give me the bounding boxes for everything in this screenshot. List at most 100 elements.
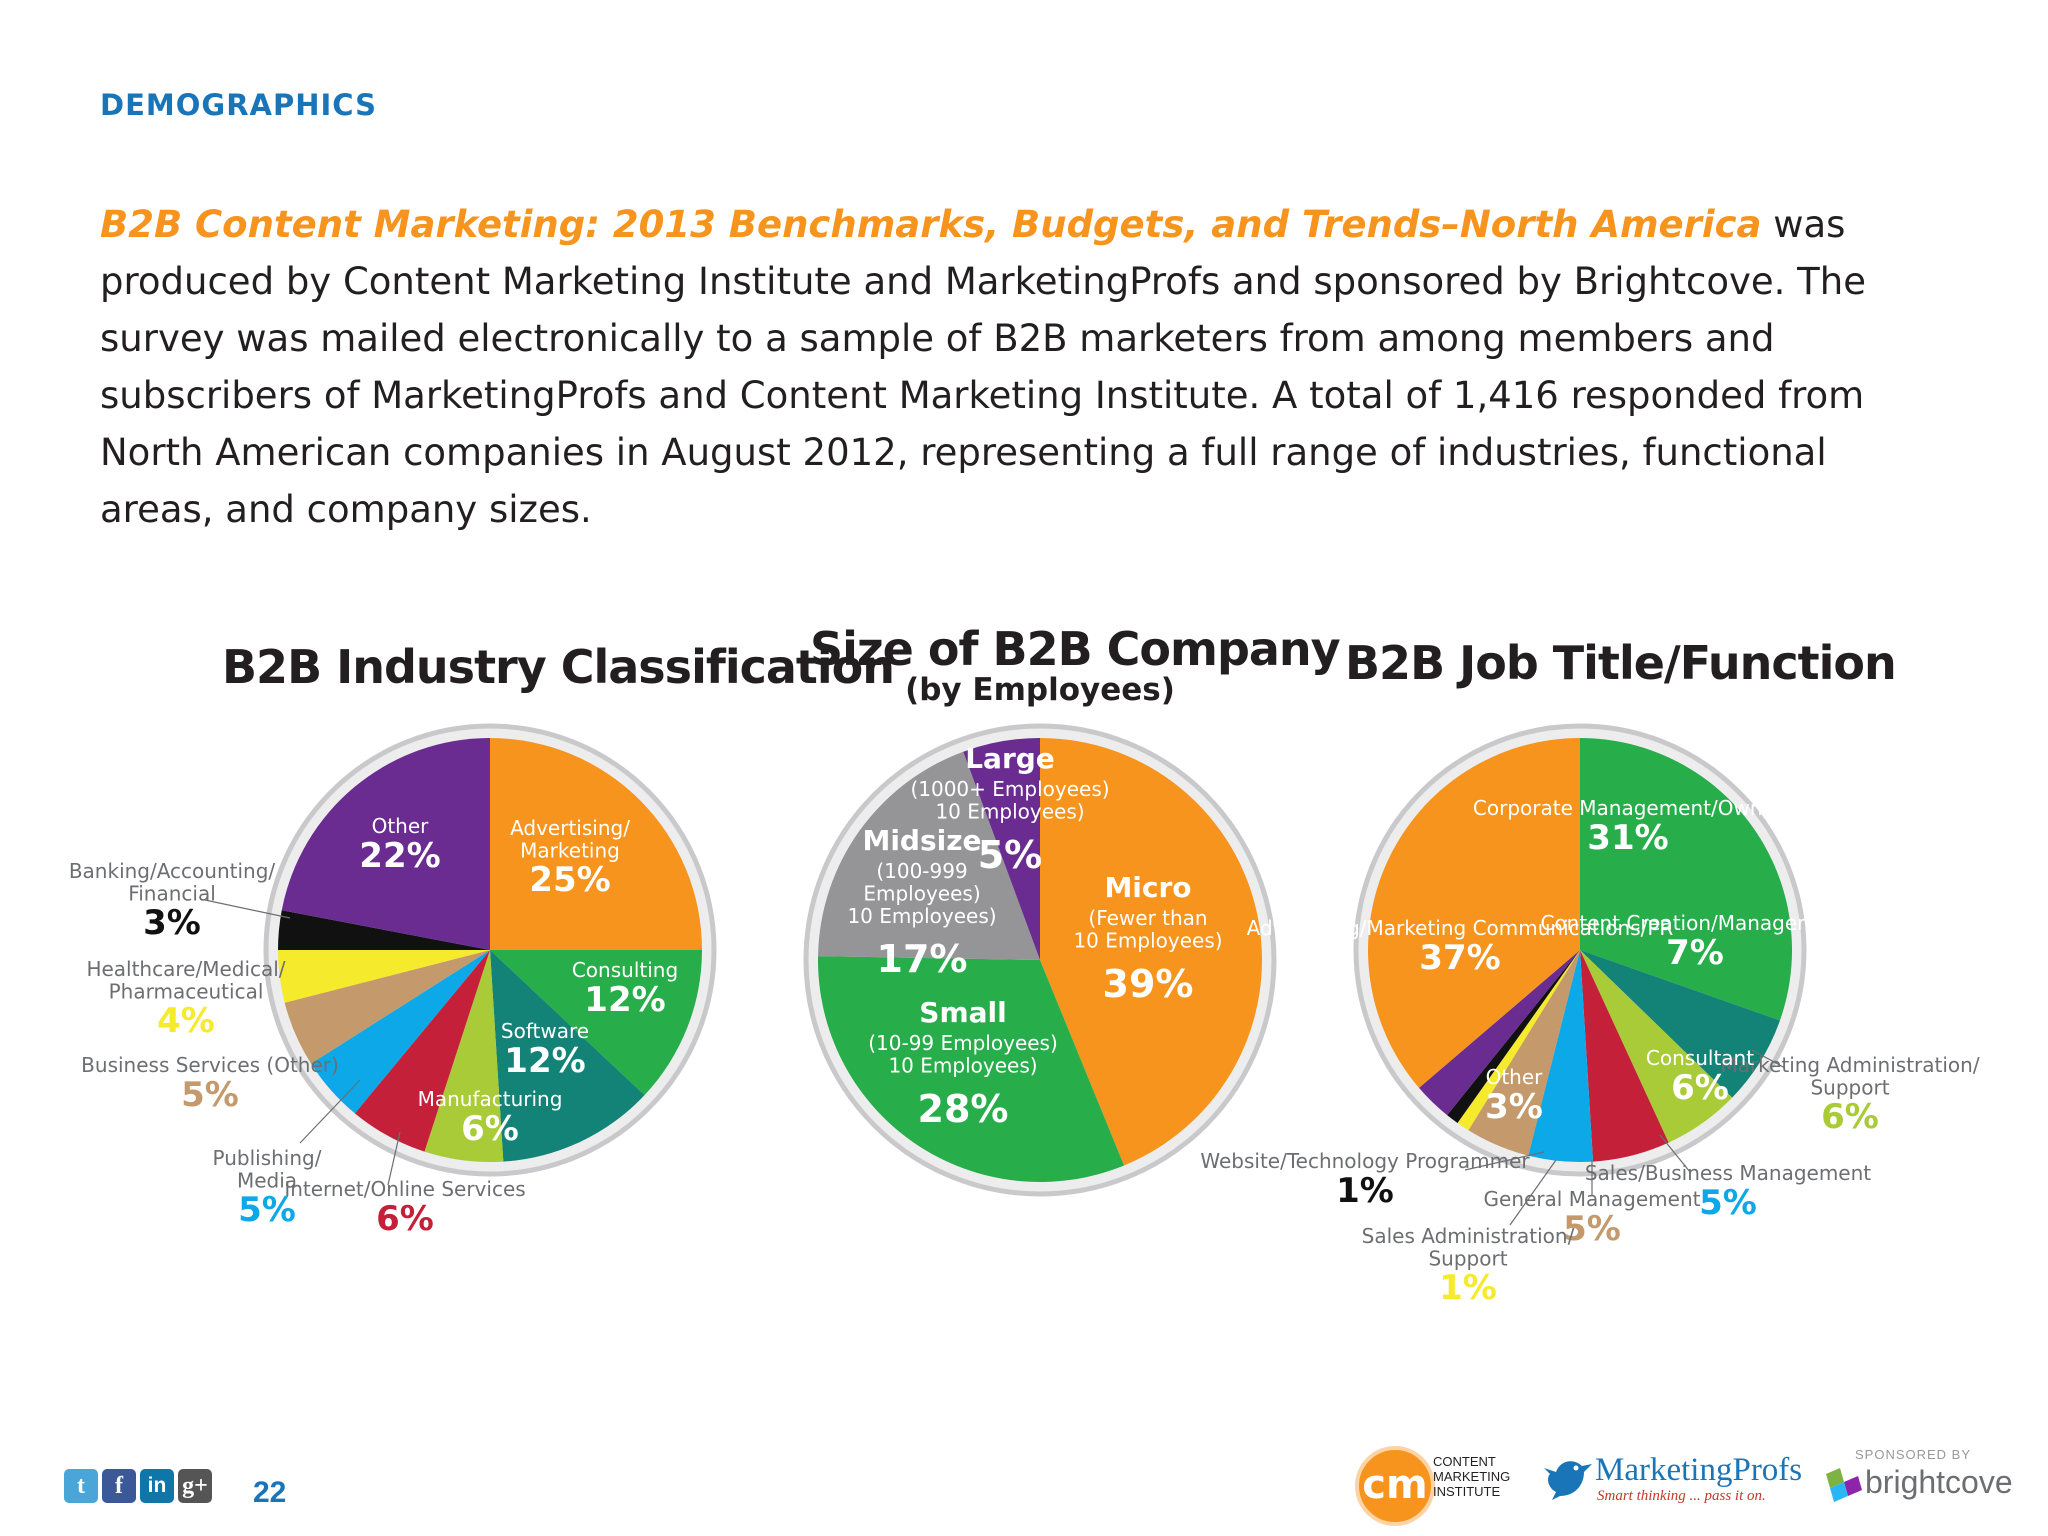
slice-percent-general-management: 5% bbox=[1563, 1209, 1621, 1249]
slice-label-general-management: General Management bbox=[1484, 1187, 1701, 1211]
slice-percent-website-technology-programmer: 1% bbox=[1336, 1171, 1394, 1211]
pie-slice-healthcare-medical-pharmaceutical bbox=[278, 950, 490, 1003]
slice-percent-consultant: 6% bbox=[1671, 1068, 1729, 1108]
slice-percent-marketing-administration-support: 6% bbox=[1821, 1097, 1879, 1137]
brightcove-mark-icon bbox=[1826, 1468, 1862, 1502]
slice-percent-large: 5% bbox=[978, 833, 1043, 877]
pie-slice-marketing-administration-support bbox=[1580, 950, 1733, 1143]
bird-icon bbox=[1544, 1461, 1592, 1500]
leader-line bbox=[1509, 1159, 1557, 1226]
pie-slice-advertising-marketing-communications-pr bbox=[1368, 738, 1580, 1088]
b2b-industry-classification-pie: Advertising/Marketing25%Consulting12%Sof… bbox=[69, 723, 717, 1239]
leader-line bbox=[1659, 1134, 1691, 1173]
slice-percent-manufacturing: 6% bbox=[461, 1109, 519, 1149]
slice-label-consulting: Consulting bbox=[572, 958, 678, 982]
pie-slice-midsize bbox=[818, 751, 1040, 960]
slice-percent-healthcare-medical-pharmaceutical: 4% bbox=[157, 1001, 215, 1041]
slice-percent-publishing-media: 5% bbox=[238, 1190, 296, 1230]
slice-label-banking-accounting-financial: Banking/Accounting/Financial bbox=[69, 859, 276, 905]
slice-percent-micro: 39% bbox=[1103, 962, 1194, 1006]
slice-label-small: Small bbox=[919, 996, 1006, 1029]
slice-percent-corporate-management-owner: 31% bbox=[1587, 818, 1668, 858]
pie-slice-other bbox=[281, 738, 490, 950]
company-size-chart-subtitle: (by Employees) bbox=[905, 672, 1175, 708]
slice-percent-consulting: 12% bbox=[584, 980, 665, 1020]
company-size-chart-title: Size of B2B Company bbox=[810, 622, 1341, 676]
slice-percent-internet-online-services: 6% bbox=[376, 1199, 434, 1239]
slice-percent-advertising-marketing: 25% bbox=[529, 860, 610, 900]
slice-percent-sales-administration-support: 1% bbox=[1439, 1268, 1497, 1308]
slice-percent-other: 3% bbox=[1485, 1087, 1543, 1127]
leader-line bbox=[1464, 1151, 1545, 1171]
twitter-icon[interactable]: t bbox=[64, 1469, 98, 1503]
leader-line bbox=[204, 899, 291, 919]
slice-percent-advertising-marketing-communications-pr: 37% bbox=[1419, 938, 1500, 978]
sponsored-label: SPONSORED BY bbox=[1855, 1447, 1972, 1462]
slice-label-publishing-media: Publishing/Media bbox=[213, 1146, 322, 1192]
slice-label-business-services-other: Business Services (Other) bbox=[81, 1053, 339, 1077]
size-of-b2b-company-pie: Micro(Fewer than 10 Employees)39%Small(10… bbox=[803, 723, 1277, 1197]
slice-percent-small: 28% bbox=[918, 1087, 1009, 1131]
linkedin-icon[interactable]: in bbox=[140, 1469, 174, 1503]
pie-slice-sales-administration-support bbox=[1457, 950, 1580, 1131]
slice-sublabel-large: (1000+ Employees) 10 Employees) bbox=[910, 777, 1109, 823]
marketingprofs-logo: MarketingProfs bbox=[1595, 1452, 1803, 1488]
slice-sublabel-small: (10-99 Employees) 10 Employees) bbox=[868, 1031, 1058, 1077]
cmi-logo-text: CONTENT MARKETING INSTITUTE bbox=[1433, 1454, 1511, 1499]
slice-label-advertising-marketing: Advertising/Marketing bbox=[510, 816, 630, 862]
pie-slice-other bbox=[1419, 950, 1580, 1116]
facebook-icon[interactable]: f bbox=[102, 1469, 136, 1503]
page-number: 22 bbox=[253, 1476, 287, 1509]
slice-label-advertising-marketing-communications-pr: Advertising/Marketing Communications/PR bbox=[1247, 916, 1674, 940]
slice-label-marketing-administration-support: Marketing Administration/Support bbox=[1720, 1053, 1979, 1099]
marketingprofs-tagline: Smart thinking ... pass it on. bbox=[1597, 1488, 1766, 1504]
slice-label-manufacturing: Manufacturing bbox=[418, 1087, 563, 1111]
pie-slice-business-services-other bbox=[284, 950, 490, 1064]
pie-slice-manufacturing bbox=[424, 950, 504, 1162]
cmi-logo: cm bbox=[1355, 1446, 1435, 1526]
section-label: DEMOGRAPHICS bbox=[100, 88, 377, 122]
slice-label-healthcare-medical-pharmaceutical: Healthcare/Medical/Pharmaceutical bbox=[86, 957, 285, 1003]
pie-slice-consulting bbox=[490, 950, 702, 1096]
slice-percent-other: 22% bbox=[359, 836, 440, 876]
slice-sublabel-midsize: (100-999 Employees) 10 Employees) bbox=[847, 859, 996, 928]
slice-percent-software: 12% bbox=[504, 1041, 585, 1081]
leader-line bbox=[299, 1079, 361, 1144]
intro-paragraph: B2B Content Marketing: 2013 Benchmarks, … bbox=[100, 196, 1950, 538]
slice-label-software: Software bbox=[501, 1019, 589, 1043]
intro-text: was produced by Content Marketing Instit… bbox=[100, 203, 1866, 531]
slice-percent-midsize: 17% bbox=[877, 937, 968, 981]
leader-line bbox=[1751, 1049, 1786, 1069]
pie-slice-general-management bbox=[1468, 950, 1580, 1156]
slice-label-large: Large bbox=[965, 742, 1055, 775]
slice-label-other: Other bbox=[1486, 1065, 1544, 1089]
pie-slice-publishing-media bbox=[311, 950, 490, 1114]
slice-label-micro: Micro bbox=[1104, 871, 1191, 904]
slice-percent-banking-accounting-financial: 3% bbox=[143, 903, 201, 943]
pie-slice-website-technology-programmer bbox=[1447, 950, 1580, 1124]
pie-slice-banking-accounting-financial bbox=[278, 910, 490, 950]
slice-sublabel-micro: (Fewer than 10 Employees) bbox=[1073, 906, 1222, 952]
brightcove-logo: brightcove bbox=[1865, 1464, 2013, 1500]
pie-slice-consultant bbox=[1580, 950, 1669, 1162]
pie-slice-large bbox=[963, 738, 1040, 960]
slice-label-consultant: Consultant bbox=[1646, 1046, 1754, 1070]
slice-label-other: Other bbox=[372, 814, 430, 838]
pie-slice-advertising-marketing bbox=[490, 738, 702, 950]
slice-label-internet-online-services: Internet/Online Services bbox=[284, 1177, 525, 1201]
pie-slice-content-creation-management bbox=[1580, 950, 1780, 1098]
pie-slice-small bbox=[817, 956, 1125, 1182]
pie-slice-sales-business-management bbox=[1528, 950, 1594, 1163]
slice-label-sales-administration-support: Sales Administration/Support bbox=[1362, 1224, 1575, 1270]
google-plus-icon[interactable]: g+ bbox=[178, 1469, 212, 1503]
pie-slice-internet-online-services bbox=[354, 950, 490, 1152]
job-function-chart-title: B2B Job Title/Function bbox=[1345, 636, 1897, 690]
slice-label-midsize: Midsize bbox=[862, 824, 981, 857]
slice-label-website-technology-programmer: Website/Technology Programmer bbox=[1200, 1149, 1530, 1173]
pie-slice-corporate-management-owner bbox=[1580, 738, 1793, 1021]
slice-label-content-creation-management: Content Creation/Management bbox=[1540, 911, 1849, 935]
pie-slice-micro bbox=[1040, 738, 1262, 1166]
report-title: B2B Content Marketing: 2013 Benchmarks, … bbox=[100, 203, 1762, 246]
